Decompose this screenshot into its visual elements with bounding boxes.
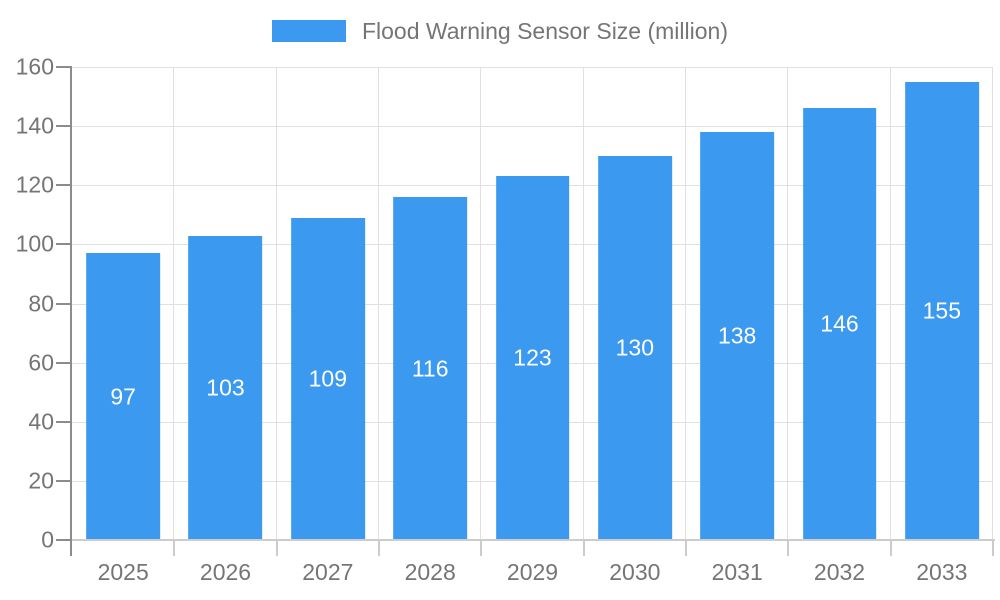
y-tick-label: 100: [15, 230, 54, 257]
legend: Flood Warning Sensor Size (million): [0, 15, 1000, 47]
x-tick-label: 2032: [813, 559, 866, 585]
bar-2029: 123: [495, 176, 570, 540]
y-tick-label: 80: [28, 290, 54, 316]
x-axis-ticks: [72, 540, 994, 556]
y-tick: [56, 361, 72, 364]
x-tick: [173, 540, 176, 556]
gridline-horizontal: [72, 67, 993, 68]
y-axis-ticks: [56, 66, 72, 541]
y-tick: [56, 243, 72, 246]
gridline-vertical: [992, 67, 993, 540]
y-tick: [56, 125, 72, 128]
x-tick-label: 2029: [506, 559, 559, 585]
y-tick-label: 160: [15, 53, 54, 80]
bar-2031: 138: [700, 132, 774, 540]
x-tick: [684, 540, 687, 556]
y-tick-label: 0: [41, 526, 54, 553]
y-tick: [56, 302, 72, 305]
bar-2032: 146: [802, 108, 877, 540]
x-tick: [889, 540, 892, 556]
y-tick-label: 120: [15, 171, 54, 198]
y-tick: [56, 479, 72, 482]
y-axis-labels: 0 20 40 60 80 100 120 140 160: [0, 54, 54, 553]
bar-value-label: 146: [820, 310, 859, 337]
bar-2030: 130: [597, 155, 672, 540]
plot-area: 97 103 109 116 123 130 138 146 155: [72, 67, 993, 540]
bar-value-label: 116: [411, 355, 449, 382]
gridline-vertical: [582, 67, 584, 540]
y-tick: [56, 539, 72, 541]
bar-2025: 97: [86, 253, 160, 540]
x-tick-label: 2030: [609, 559, 661, 585]
x-tick-label: 2025: [97, 559, 149, 585]
bar-value-label: 109: [308, 365, 348, 392]
y-tick: [56, 420, 72, 423]
x-axis-line: [72, 539, 995, 541]
x-tick: [377, 540, 380, 556]
gridline-vertical: [480, 67, 482, 540]
gridline-vertical: [275, 67, 277, 540]
x-tick: [992, 540, 994, 556]
bar-2033: 155: [904, 81, 979, 540]
bar-value-label: 103: [206, 374, 245, 401]
x-tick: [275, 540, 278, 556]
gridline-vertical: [889, 67, 891, 540]
gridline-vertical: [684, 67, 686, 540]
y-tick-label: 20: [28, 467, 54, 494]
bar-2026: 103: [188, 235, 263, 540]
y-tick-label: 140: [15, 112, 54, 139]
y-tick-label: 40: [28, 408, 54, 435]
legend-swatch: [271, 20, 346, 42]
x-tick: [582, 540, 585, 556]
x-tick-label: 2027: [302, 559, 354, 585]
bar-value-label: 97: [110, 383, 136, 410]
x-tick-label: 2026: [199, 559, 252, 585]
bar-value-label: 123: [513, 344, 552, 371]
x-tick-label: 2033: [916, 559, 968, 585]
x-axis-labels: 2025 2026 2027 2028 2029 2030 2031 2032 2033: [72, 554, 993, 590]
bar-value-label: 155: [922, 297, 962, 324]
bar-value-label: 130: [615, 334, 655, 361]
bar-2028: 116: [393, 197, 467, 540]
gridline-horizontal: [72, 126, 993, 128]
gridline-vertical: [377, 67, 379, 540]
gridline-vertical: [173, 67, 175, 540]
gridline-vertical: [787, 67, 789, 540]
legend-label: Flood Warning Sensor Size (million): [361, 17, 728, 44]
x-tick: [480, 540, 483, 556]
y-tick: [56, 66, 72, 68]
y-tick-label: 60: [28, 349, 54, 376]
x-tick: [787, 540, 790, 556]
x-tick-label: 2028: [404, 559, 456, 585]
y-tick: [56, 184, 72, 187]
x-tick-label: 2031: [711, 559, 763, 585]
bar-value-label: 138: [717, 322, 757, 349]
y-axis-line: [70, 67, 72, 556]
bar-2027: 109: [290, 217, 365, 540]
